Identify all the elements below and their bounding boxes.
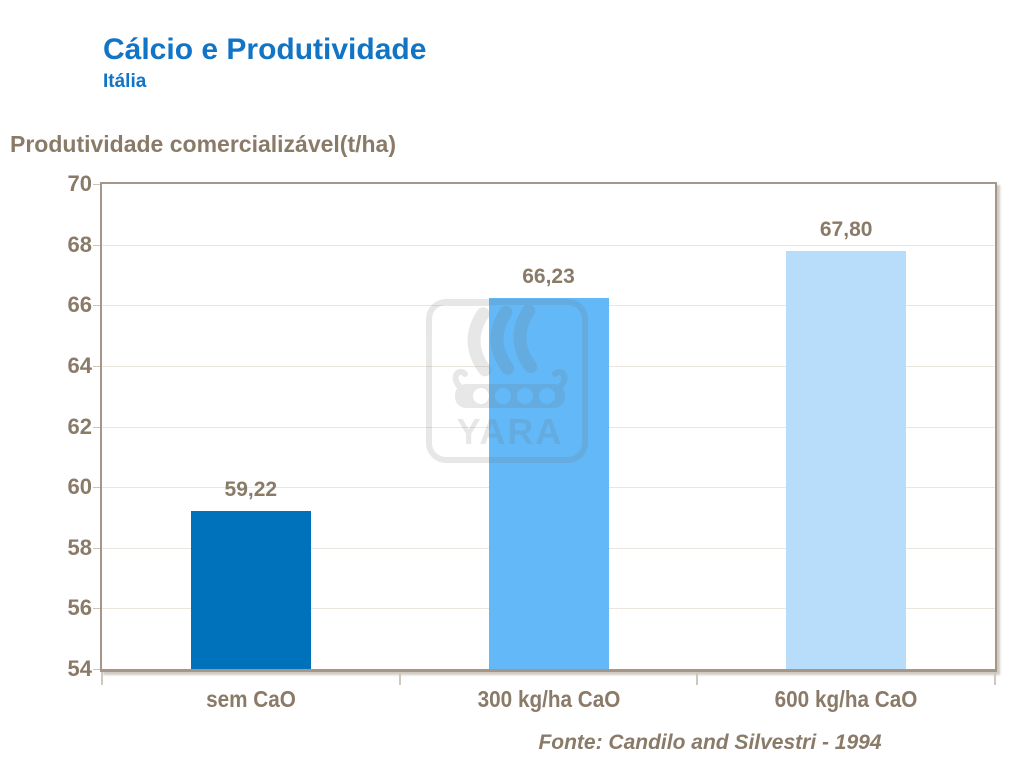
y-tick-label: 68: [67, 231, 92, 257]
bar-value-label: 67,80: [819, 217, 873, 241]
y-tick-label: 58: [67, 534, 92, 560]
gridline: [102, 244, 995, 246]
y-tick-label: 54: [67, 656, 92, 681]
x-axis-tick: [398, 672, 401, 685]
y-tick-label: 56: [67, 595, 92, 621]
chart-subtitle: Itália: [103, 71, 147, 92]
y-axis-tick: [93, 184, 100, 185]
y-axis-title: Produtividade comercializável(t/ha): [10, 131, 397, 157]
y-axis-tick: [93, 669, 100, 670]
x-axis-tick: [994, 672, 996, 685]
bar-value-label: 59,22: [224, 477, 278, 501]
source-citation: Fonte: Candilo and Silvestri - 1994: [538, 731, 882, 754]
bar-sem-cao: [190, 510, 311, 669]
y-tick-label: 60: [67, 474, 92, 500]
bar-300-kg-ha-cao: [488, 298, 609, 669]
y-axis-tick: [93, 365, 100, 367]
y-tick-label: 66: [67, 292, 92, 318]
y-tick-label: 64: [67, 352, 92, 378]
y-tick-label: 70: [67, 171, 92, 196]
bar-value-label: 66,23: [522, 265, 575, 289]
y-axis-tick: [93, 487, 100, 489]
y-axis-tick: [93, 547, 100, 549]
chart-title: Cálcio e Produtividade: [103, 33, 427, 66]
x-category-label: 600 kg/ha CaO: [774, 686, 918, 712]
x-axis-tick: [696, 672, 699, 685]
y-tick-label: 62: [67, 413, 92, 439]
y-axis-tick: [93, 608, 100, 610]
plot-area: [100, 182, 997, 672]
x-category-label: sem CaO: [205, 686, 296, 712]
y-axis-tick: [93, 426, 100, 428]
x-axis-tick: [101, 672, 103, 685]
bar-600-kg-ha-cao: [786, 250, 907, 669]
x-category-label: 300 kg/ha CaO: [477, 686, 620, 712]
y-axis-tick: [93, 305, 100, 307]
y-axis-tick: [93, 244, 100, 246]
